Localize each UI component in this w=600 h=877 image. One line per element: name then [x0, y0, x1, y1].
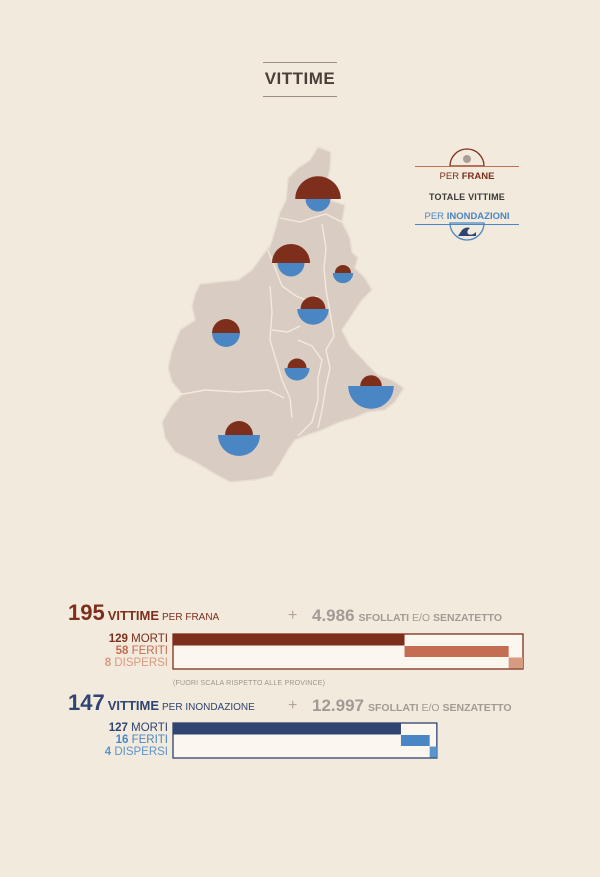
ino-dispersi-value: 4 [104, 746, 112, 758]
bubble-frane-vercelli [334, 264, 352, 273]
border-vercelli-novara [321, 223, 335, 337]
ino-sfollati-tail: SENZATETTO [442, 702, 512, 714]
legend-total: TOTALE VITTIME [429, 192, 505, 202]
title-wrap: VITTIME [0, 62, 600, 97]
ino-row-dispersi: 4 DISPERSI [68, 746, 168, 758]
frana-categories: 129 MORTI 58 FERITI 8 DISPERSI [68, 633, 168, 669]
frana-plus: + [288, 607, 298, 624]
frana-total: 195 [68, 600, 105, 625]
bubble-frane-vco [295, 176, 341, 199]
bubble-frane-alessandria [360, 375, 382, 386]
page-title: VITTIME [262, 62, 338, 97]
frana-row-morti: 129 MORTI [68, 633, 168, 645]
border-alessandria [317, 335, 335, 429]
bubble-frane-asti [287, 358, 307, 368]
frana-sfollati-eo: E/O [412, 612, 431, 624]
ino-sfollati-label: SFOLLATI E/O SENZATETTO [368, 702, 512, 714]
inondazioni-semicircle-icon [449, 222, 485, 241]
frana-row-dispersi: 8 DISPERSI [68, 657, 168, 669]
bubble-inondazioni-torino [212, 333, 240, 347]
legend-ino-prefix: PER [424, 211, 445, 222]
ino-sfollati-word: SFOLLATI [368, 702, 419, 714]
legend-ino-label: PER INONDAZIONI [415, 211, 519, 222]
frana-bar-feriti [404, 646, 509, 657]
frana-row-feriti: 58 FERITI [68, 645, 168, 657]
bubble-inondazioni-biella [277, 263, 305, 277]
frana-feriti-label: FERITI [131, 645, 168, 657]
border-asti [297, 339, 323, 437]
legend-glyphs [449, 148, 485, 241]
bubble-inondazioni-vco [305, 199, 331, 212]
legend-ino-line [415, 224, 519, 225]
border-torino-city [271, 325, 301, 333]
ino-morti-value: 127 [108, 722, 128, 734]
bubble-frane-biella [271, 243, 311, 263]
frana-feriti-value: 58 [115, 645, 129, 657]
frana-sfollati: 4.986 SFOLLATI E/O SENZATETTO [312, 606, 502, 626]
frana-sfollati-word: SFOLLATI [358, 612, 410, 624]
frana-headline: 195 VITTIME PER FRANA [68, 600, 219, 626]
ino-sfollati-num: 12.997 [312, 696, 364, 715]
ino-sfollati: 12.997 SFOLLATI E/O SENZATETTO [312, 696, 512, 716]
bubble-inondazioni-asti [284, 368, 310, 381]
ino-bar-morti [173, 723, 401, 735]
ino-per-label: PER INONDAZIONE [162, 702, 255, 713]
bubble-inondazioni-cuneo [218, 435, 260, 456]
province-bubbles [212, 176, 394, 456]
border-torino-east [269, 285, 293, 419]
bubble-frane-novara [300, 296, 326, 309]
ino-feriti-value: 16 [115, 734, 129, 746]
province-borders [171, 213, 343, 437]
frana-sfollati-num: 4.986 [312, 606, 355, 625]
ino-headline: 147 VITTIME PER INONDAZIONE [68, 690, 255, 716]
frana-bar-dispersi [508, 657, 523, 669]
region-map [161, 146, 485, 483]
bubble-inondazioni-vercelli [332, 273, 354, 284]
frana-per-label: PER FRANA [162, 612, 220, 623]
legend: PER FRANE TOTALE VITTIME PER INONDAZIONI [415, 148, 519, 225]
border-cuneo [171, 389, 285, 399]
frana-morti-value: 129 [108, 633, 128, 645]
legend-frane-label: PER FRANE [415, 171, 519, 182]
ino-categories: 127 MORTI 16 FERITI 4 DISPERSI [68, 722, 168, 758]
frana-dispersi-label: DISPERSI [114, 657, 168, 669]
border-vco [279, 213, 343, 223]
ino-bar-feriti [400, 735, 430, 746]
ino-bar-dispersi [429, 746, 437, 758]
frana-sfollati-label: SFOLLATI E/O SENZATETTO [359, 612, 503, 624]
frana-bar-morti [173, 634, 405, 646]
frana-dispersi-value: 8 [104, 657, 112, 669]
legend-frane-line [415, 166, 519, 167]
bubble-inondazioni-alessandria [348, 386, 394, 409]
bubble-frane-torino [212, 319, 240, 333]
bubble-inondazioni-novara [297, 309, 329, 325]
ino-dispersi-label: DISPERSI [114, 746, 168, 758]
bubble-frane-cuneo [225, 421, 253, 435]
ino-vittime-label: VITTIME [107, 698, 159, 713]
frana-vittime-label: VITTIME [107, 608, 159, 623]
legend-ino-word: INONDAZIONI [446, 211, 510, 222]
ino-sfollati-eo: E/O [421, 702, 440, 714]
frana-sfollati-tail: SENZATETTO [433, 612, 503, 624]
rock-icon [463, 155, 471, 163]
ino-row-feriti: 16 FERITI [68, 734, 168, 746]
ino-row-morti: 127 MORTI [68, 722, 168, 734]
wave-icon [458, 227, 476, 236]
legend-frane-word: FRANE [461, 171, 495, 182]
ino-morti-label: MORTI [131, 722, 168, 734]
ino-plus: + [288, 697, 298, 714]
frana-morti-label: MORTI [131, 633, 168, 645]
ino-feriti-label: FERITI [131, 734, 168, 746]
ino-total: 147 [68, 690, 105, 715]
piemonte-region [161, 146, 406, 483]
scale-note: (FUORI SCALA RISPETTO ALLE PROVINCE) [173, 680, 326, 687]
legend-frane-prefix: PER [439, 171, 460, 182]
frane-semicircle-icon [449, 148, 485, 167]
